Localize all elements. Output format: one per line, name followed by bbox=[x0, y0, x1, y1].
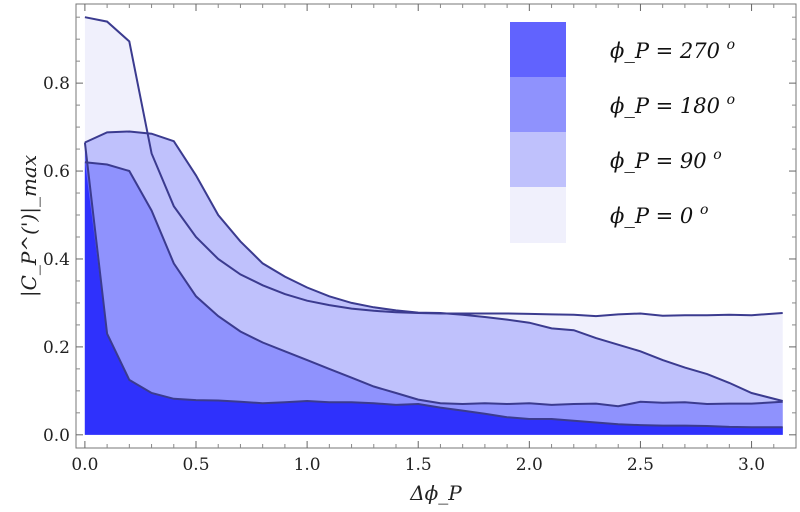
x-axis-label: Δϕ_P bbox=[409, 481, 462, 505]
plot-areas bbox=[84, 17, 783, 435]
legend-label: ϕ_P = 270 o bbox=[610, 37, 735, 63]
legend-swatch bbox=[510, 22, 566, 78]
plot-frame bbox=[75, 3, 797, 449]
y-ticks: 0.0 0.2 0.4 0.6 0.8 bbox=[43, 16, 796, 446]
x-tick-label: 2.5 bbox=[627, 455, 654, 475]
y-tick-label: 0.2 bbox=[43, 338, 70, 358]
line-phi-90 bbox=[84, 130, 783, 402]
legend-swatch bbox=[510, 132, 566, 188]
y-tick-label: 0.8 bbox=[43, 74, 70, 94]
x-ticks: 0.0 0.5 1.0 1.5 2.0 2.5 3.0 bbox=[71, 4, 775, 475]
line-phi-270 bbox=[83, 142, 783, 429]
legend-label: ϕ_P = 180 o bbox=[610, 92, 735, 118]
x-tick-label: 2.0 bbox=[516, 455, 543, 475]
legend-label: ϕ_P = 90 o bbox=[610, 147, 722, 173]
x-tick-label: 1.0 bbox=[294, 455, 321, 475]
x-tick-label: 0.0 bbox=[71, 455, 98, 475]
legend-swatch bbox=[510, 77, 566, 133]
legend-label: ϕ_P = 0 o bbox=[610, 202, 708, 228]
y-tick-label: 0.0 bbox=[43, 426, 70, 446]
y-axis-label: |C_P^(')|_max bbox=[17, 155, 42, 297]
legend-swatch bbox=[510, 187, 566, 243]
plot-lines bbox=[83, 16, 783, 429]
x-tick-label: 3.0 bbox=[738, 455, 765, 475]
y-tick-label: 0.4 bbox=[43, 250, 70, 270]
area-base bbox=[84, 162, 783, 435]
legend: ϕ_P = 270 o ϕ_P = 180 o ϕ_P = 90 o ϕ_P = 0 … bbox=[510, 22, 735, 243]
x-tick-label: 0.5 bbox=[182, 455, 209, 475]
line-phi-180 bbox=[84, 161, 783, 408]
y-tick-label: 0.6 bbox=[43, 162, 70, 182]
x-tick-label: 1.5 bbox=[405, 455, 432, 475]
area-phi-180 bbox=[84, 162, 783, 435]
